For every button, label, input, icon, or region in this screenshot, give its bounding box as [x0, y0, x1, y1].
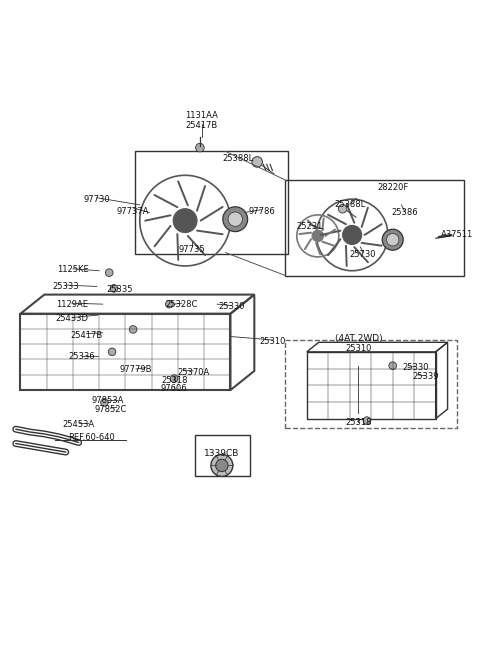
Text: REF.60-640: REF.60-640: [68, 433, 115, 442]
Text: 97853A: 97853A: [91, 396, 123, 405]
Circle shape: [106, 269, 113, 276]
Text: 1125KE: 1125KE: [57, 265, 89, 274]
Text: 25388L: 25388L: [334, 200, 365, 209]
Text: 1129AE: 1129AE: [56, 300, 88, 308]
Text: 25386: 25386: [391, 208, 418, 217]
Text: 97606: 97606: [161, 384, 188, 393]
Bar: [135, 152, 288, 254]
Circle shape: [382, 229, 403, 250]
Text: 25336: 25336: [68, 352, 95, 361]
Bar: [285, 340, 457, 428]
Circle shape: [312, 230, 324, 241]
Circle shape: [252, 157, 263, 167]
Text: 25330: 25330: [402, 363, 429, 372]
Text: 25417B: 25417B: [70, 331, 102, 340]
Circle shape: [363, 417, 371, 424]
Text: 1339CB: 1339CB: [204, 449, 240, 458]
Text: 25328C: 25328C: [166, 300, 198, 308]
Circle shape: [343, 226, 362, 245]
Circle shape: [389, 362, 396, 369]
Circle shape: [338, 205, 347, 213]
Text: 25335: 25335: [107, 285, 133, 295]
Text: 25388L: 25388L: [222, 154, 253, 163]
Bar: [285, 180, 464, 276]
Circle shape: [108, 348, 116, 356]
Bar: [195, 436, 250, 476]
Text: 97735: 97735: [179, 245, 205, 254]
Circle shape: [101, 399, 108, 406]
Text: 25453A: 25453A: [62, 420, 95, 429]
Text: 28220F: 28220F: [377, 183, 408, 192]
Circle shape: [110, 285, 118, 292]
Text: 25370A: 25370A: [177, 368, 209, 377]
Text: 97852C: 97852C: [94, 405, 126, 414]
Text: 97730: 97730: [84, 195, 110, 203]
Text: (4AT 2WD): (4AT 2WD): [335, 334, 382, 343]
Circle shape: [216, 459, 228, 472]
Text: 25231: 25231: [296, 222, 323, 231]
Text: 25339: 25339: [412, 372, 438, 381]
Circle shape: [129, 325, 137, 333]
Bar: [21, 314, 230, 390]
Text: 97737A: 97737A: [116, 207, 149, 216]
Text: A37511: A37511: [441, 230, 473, 239]
Text: 25433D: 25433D: [56, 314, 88, 323]
Circle shape: [211, 455, 233, 476]
Text: 25318: 25318: [345, 418, 372, 427]
Text: 25330: 25330: [218, 302, 245, 311]
Circle shape: [173, 209, 197, 233]
Text: 97779B: 97779B: [120, 365, 152, 375]
Circle shape: [386, 234, 399, 246]
Text: 25310: 25310: [259, 337, 286, 346]
Text: 1131AA
25417B: 1131AA 25417B: [185, 111, 218, 130]
Text: 25318: 25318: [161, 376, 187, 385]
Text: 25310: 25310: [345, 344, 372, 352]
Text: 97786: 97786: [248, 207, 275, 216]
Text: 25730: 25730: [350, 249, 376, 258]
Circle shape: [196, 143, 204, 152]
Text: 25333: 25333: [52, 281, 79, 291]
Circle shape: [223, 207, 248, 232]
Circle shape: [170, 375, 178, 382]
Circle shape: [228, 212, 242, 226]
Bar: [307, 352, 436, 419]
Circle shape: [166, 300, 173, 308]
